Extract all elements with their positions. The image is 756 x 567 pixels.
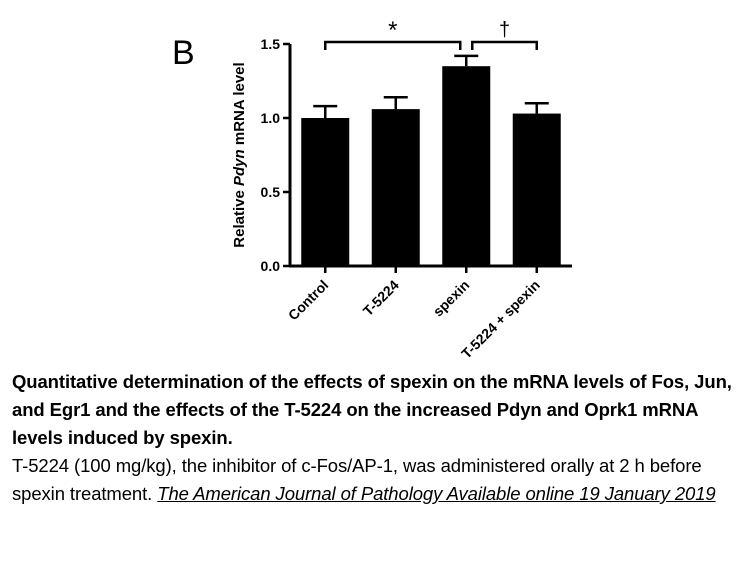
y-tick-label: 0.5 — [261, 184, 281, 200]
significance-bracket — [471, 40, 538, 50]
y-tick-label: 1.0 — [261, 110, 281, 126]
significance-bracket — [324, 40, 462, 50]
caption-citation-link[interactable]: The American Journal of Pathology Availa… — [157, 483, 716, 504]
bar-chart: B 0.0 0.5 1.0 1.5 Relative Pdyn mRNA level Con… — [172, 17, 572, 362]
panel-label: B — [172, 34, 195, 72]
bar — [442, 66, 491, 266]
caption-text: T-5224 (100 mg/kg), the inhibitor of c-F… — [12, 455, 702, 504]
significance-symbol: † — [499, 19, 510, 41]
x-tick-label: Control — [285, 277, 332, 324]
figure-caption: Quantitative determination of the effect… — [12, 368, 752, 508]
y-tick-label: 1.5 — [261, 36, 281, 52]
significance-symbol: * — [388, 17, 397, 44]
x-tick-label: T-5224 — [360, 277, 402, 319]
y-tick-label: 0.0 — [261, 258, 281, 274]
caption-title: Quantitative determination of the effect… — [12, 371, 732, 448]
y-axis-label: Relative Pdyn mRNA level — [231, 62, 248, 247]
x-tick-label: spexin — [430, 277, 473, 320]
bar — [371, 109, 420, 267]
caption-body: T-5224 (100 mg/kg), the inhibitor of c-F… — [12, 452, 752, 508]
bar — [512, 113, 561, 266]
bar — [301, 118, 350, 266]
chart-area: B 0.0 0.5 1.0 1.5 Relative Pdyn mRNA level Con… — [172, 17, 572, 362]
